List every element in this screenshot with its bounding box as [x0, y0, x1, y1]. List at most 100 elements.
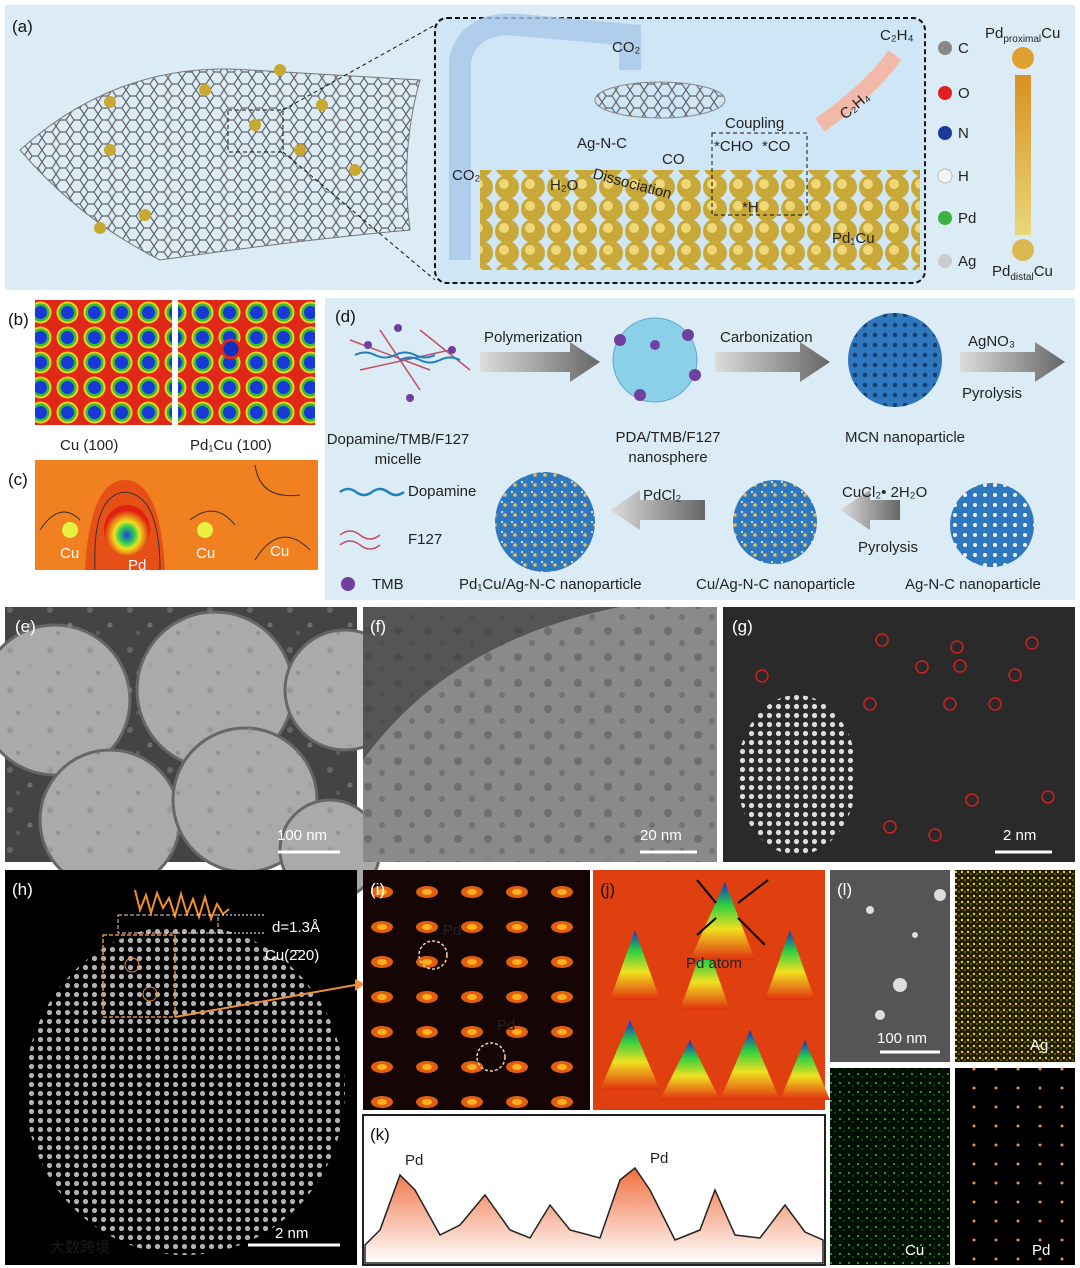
illustration-line [737, 917, 766, 946]
illustration-circle [912, 932, 918, 938]
label: *CO [762, 138, 790, 155]
illustration-line [282, 24, 436, 111]
illustration-path [39, 464, 311, 571]
illustration-path [720, 1030, 780, 1100]
illustration-path [354, 351, 461, 364]
illustration-circle [915, 660, 929, 674]
label: (c) [8, 470, 28, 489]
illustration-ellipse [737, 695, 857, 855]
illustration-circle [689, 369, 701, 381]
label: (k) [370, 1125, 390, 1144]
label: Ag-N-C nanoparticle [905, 576, 1041, 593]
label: Pd [405, 1152, 423, 1169]
legend: C O N H Pd Ag [937, 40, 976, 270]
label: O [958, 85, 970, 102]
label: PddistalCu [992, 263, 1053, 283]
label: *CHO [714, 138, 753, 155]
illustration-circle [953, 659, 967, 673]
label: (l) [837, 880, 852, 899]
label: PdproximalCu [985, 25, 1060, 45]
label: Cu [60, 545, 79, 562]
illustration-path [339, 530, 381, 550]
label: Cu [1034, 263, 1053, 280]
panel-e: (e) 100 nm [0, 607, 407, 902]
illustration-circle [938, 41, 952, 55]
illustration-ellipse [594, 81, 726, 119]
label: Pd [1032, 1242, 1050, 1259]
label: Pd [128, 557, 146, 574]
illustration-circle [875, 1010, 885, 1020]
label: AgNO₃ [968, 333, 1015, 350]
illustration-polygon [715, 342, 830, 382]
illustration-circle [866, 906, 874, 914]
label: Dopamine [408, 483, 476, 500]
illustration-circle [476, 1042, 506, 1072]
illustration-circle [883, 820, 897, 834]
illustration-g [755, 633, 1055, 842]
label: Coupling [725, 115, 784, 132]
illustration-circle [1012, 47, 1034, 69]
label: (e) [15, 617, 36, 636]
illustration-g [600, 882, 830, 1100]
label: TMB [372, 576, 404, 593]
illustration-circle [848, 313, 942, 407]
illustration-rect [830, 1068, 950, 1265]
label: Pd [992, 263, 1010, 280]
label: Pd₁Cu (100) [190, 437, 272, 454]
illustration-path [680, 940, 730, 1010]
panel-g: (g) 2 nm [723, 607, 1075, 862]
label: CO [662, 151, 685, 168]
illustration-line [737, 879, 769, 904]
label: CO₂ [452, 167, 481, 184]
illustration-path [449, 13, 641, 260]
illustration-circle [950, 483, 1034, 567]
illustration-line [696, 879, 717, 904]
panel-l: (l) 100 nm Ag Cu Pd [830, 870, 1075, 1265]
illustration-g [364, 324, 456, 402]
panel-a: (a) CO₂ CO₂ C₂H₄ C₂H₄ Ag-N-C CO Coupling… [5, 5, 1075, 290]
illustration-circle [364, 341, 372, 349]
panel-j: (j) Pd atom [593, 870, 830, 1110]
label: Pd [443, 922, 461, 939]
panel-k: (k) Pd Pd [362, 1114, 826, 1266]
illustration-circle [1025, 636, 1039, 650]
label: C₂H₄ [880, 27, 914, 44]
illustration-circle [1041, 790, 1055, 804]
illustration-rect [35, 300, 172, 425]
illustration-rect [178, 300, 315, 425]
illustration-circle [937, 168, 953, 184]
illustration-rect [117, 914, 219, 934]
illustration-circle [893, 978, 907, 992]
illustration-path [364, 1166, 824, 1264]
illustration-path [765, 930, 815, 1000]
illustration-polygon [610, 490, 705, 530]
illustration-circle [104, 96, 116, 108]
label: Dopamine/TMB/F127 [327, 431, 470, 448]
illustration-path [19, 68, 421, 261]
illustration-rect [102, 934, 176, 1018]
illustration-rect [5, 607, 357, 862]
illustration-circle [934, 889, 946, 901]
illustration-circle [612, 317, 698, 403]
label: PDA/TMB/F127 [615, 429, 720, 446]
panel-f: (f) 20 nm [363, 607, 717, 862]
illustration-g [94, 64, 361, 234]
illustration-circle [139, 209, 151, 221]
illustration-g [614, 329, 701, 401]
illustration-circle [682, 329, 694, 341]
illustration-circle [199, 84, 211, 96]
illustration-circle [755, 669, 769, 683]
label: (j) [600, 880, 615, 899]
illustration-circle [394, 324, 402, 332]
label: Pd [650, 1150, 668, 1167]
label: (b) [8, 310, 29, 329]
illustration-circle [938, 126, 952, 140]
label: Ag [958, 253, 976, 270]
label: N [958, 125, 969, 142]
illustration-circle [614, 334, 626, 346]
illustration-circle [94, 222, 106, 234]
illustration-circle [316, 99, 328, 111]
label: Pd₁Cu [832, 230, 875, 247]
illustration-path [600, 1020, 660, 1090]
illustration-rect [830, 870, 950, 1062]
